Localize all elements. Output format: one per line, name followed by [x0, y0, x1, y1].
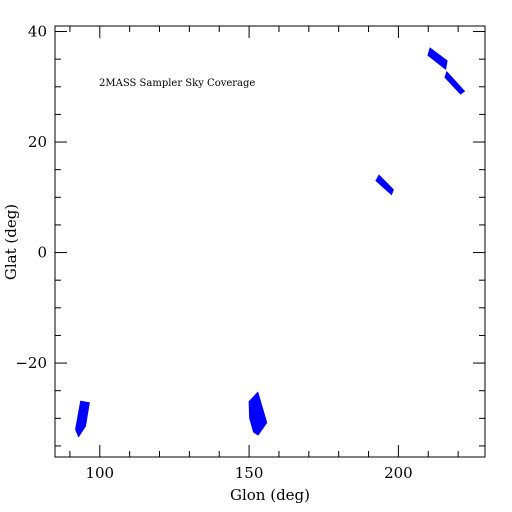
coverage-region — [375, 174, 394, 196]
x-tick-label: 200 — [384, 464, 413, 482]
x-axis-label: Glon (deg) — [230, 486, 310, 504]
coverage-region — [427, 47, 448, 71]
y-tick-label: 40 — [28, 23, 47, 41]
y-tick-label: 20 — [28, 133, 47, 151]
x-tick-label: 100 — [85, 464, 114, 482]
coverage-region — [444, 70, 466, 95]
plot-frame — [54, 25, 486, 458]
y-tick-label: −20 — [15, 354, 47, 372]
y-axis-label: Glat (deg) — [2, 204, 20, 280]
coverage-region — [248, 391, 268, 436]
coverage-regions — [75, 47, 466, 438]
coverage-region — [75, 400, 90, 438]
y-tick-label: 0 — [37, 244, 47, 262]
axis-ticks — [55, 26, 485, 457]
chart-annotation: 2MASS Sampler Sky Coverage — [99, 78, 255, 89]
x-tick-label: 150 — [235, 464, 264, 482]
